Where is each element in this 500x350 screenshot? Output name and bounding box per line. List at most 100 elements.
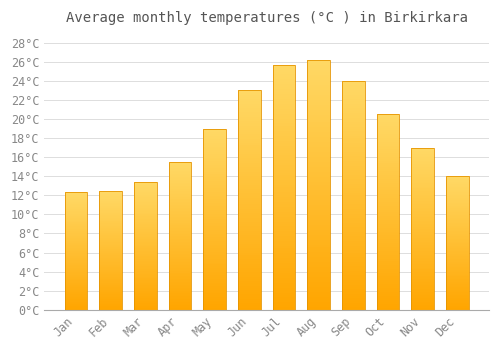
Bar	[238, 93, 260, 95]
Bar	[446, 270, 468, 271]
Bar	[100, 254, 122, 256]
Bar	[168, 233, 192, 234]
Bar	[100, 275, 122, 276]
Bar	[446, 211, 468, 212]
Bar	[412, 151, 434, 153]
Bar	[64, 309, 87, 310]
Bar	[412, 212, 434, 214]
Bar	[168, 205, 192, 206]
Bar	[377, 241, 400, 243]
Bar	[134, 239, 156, 241]
Bar	[100, 273, 122, 274]
Bar	[308, 90, 330, 92]
Bar	[308, 215, 330, 217]
Bar	[272, 133, 295, 136]
Bar	[100, 301, 122, 303]
Bar	[134, 195, 156, 196]
Bar	[204, 206, 226, 208]
Bar	[377, 236, 400, 237]
Bar	[168, 230, 192, 231]
Bar	[446, 205, 468, 207]
Bar	[168, 240, 192, 242]
Bar	[100, 214, 122, 215]
Bar	[412, 282, 434, 284]
Bar	[308, 75, 330, 77]
Bar	[134, 283, 156, 284]
Bar	[377, 130, 400, 132]
Bar	[308, 282, 330, 285]
Bar	[238, 183, 260, 185]
Bar	[342, 298, 364, 301]
Bar	[134, 216, 156, 218]
Bar	[134, 246, 156, 247]
Bar	[134, 222, 156, 223]
Bar	[446, 299, 468, 300]
Bar	[308, 180, 330, 182]
Bar	[412, 201, 434, 203]
Bar	[238, 257, 260, 259]
Bar	[168, 251, 192, 252]
Bar	[308, 72, 330, 75]
Bar	[272, 278, 295, 280]
Bar	[342, 92, 364, 95]
Bar	[238, 180, 260, 183]
Bar	[446, 290, 468, 291]
Bar	[64, 283, 87, 284]
Bar	[272, 70, 295, 72]
Bar	[342, 147, 364, 149]
Bar	[100, 206, 122, 207]
Bar	[168, 273, 192, 274]
Bar	[412, 172, 434, 174]
Bar	[272, 87, 295, 89]
Bar	[168, 191, 192, 193]
Bar	[342, 113, 364, 115]
Bar	[64, 276, 87, 277]
Bar	[238, 112, 260, 114]
Bar	[134, 271, 156, 273]
Bar	[342, 252, 364, 255]
Bar	[308, 142, 330, 145]
Bar	[412, 156, 434, 158]
Bar	[64, 244, 87, 245]
Bar	[446, 182, 468, 183]
Bar	[342, 111, 364, 113]
Bar	[238, 277, 260, 279]
Bar	[100, 222, 122, 223]
Bar	[238, 90, 260, 310]
Bar	[100, 304, 122, 305]
Bar	[446, 240, 468, 241]
Bar	[446, 198, 468, 199]
Bar	[446, 203, 468, 204]
Bar	[64, 284, 87, 285]
Bar	[134, 242, 156, 243]
Bar	[446, 247, 468, 248]
Bar	[134, 275, 156, 276]
Bar	[272, 229, 295, 231]
Bar	[238, 156, 260, 159]
Bar	[342, 241, 364, 243]
Bar	[377, 251, 400, 253]
Bar	[377, 239, 400, 241]
Bar	[342, 228, 364, 230]
Bar	[168, 162, 192, 163]
Bar	[238, 139, 260, 141]
Bar	[64, 269, 87, 270]
Bar	[342, 83, 364, 85]
Bar	[342, 296, 364, 298]
Bar	[100, 266, 122, 267]
Bar	[168, 165, 192, 166]
Bar	[377, 212, 400, 214]
Bar	[342, 301, 364, 303]
Bar	[64, 196, 87, 197]
Bar	[308, 97, 330, 100]
Bar	[412, 148, 434, 149]
Bar	[308, 135, 330, 137]
Bar	[377, 118, 400, 120]
Bar	[238, 294, 260, 296]
Bar	[308, 195, 330, 197]
Bar	[168, 208, 192, 209]
Bar	[100, 225, 122, 226]
Bar	[342, 188, 364, 191]
Bar	[168, 195, 192, 196]
Bar	[204, 301, 226, 302]
